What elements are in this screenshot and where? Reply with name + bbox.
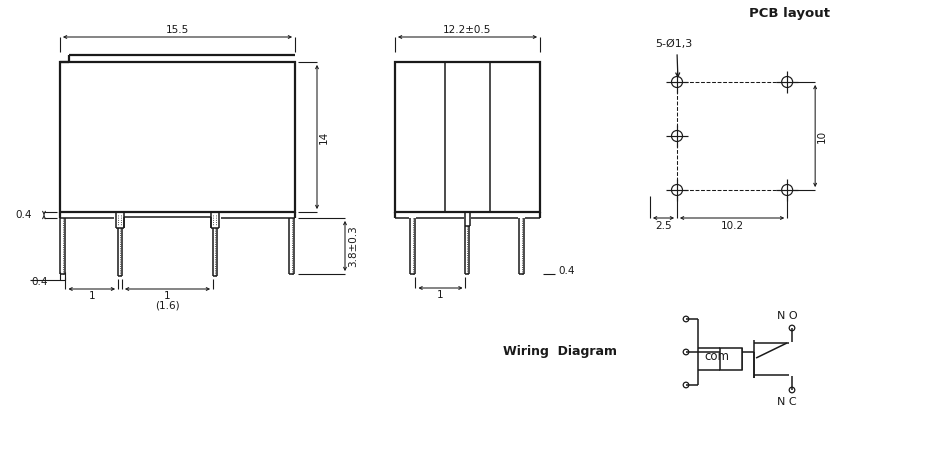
Text: PCB layout: PCB layout xyxy=(750,7,830,21)
Text: 14: 14 xyxy=(319,130,329,144)
Text: N O: N O xyxy=(776,311,797,321)
Text: 0.4: 0.4 xyxy=(558,266,574,276)
Text: 1: 1 xyxy=(437,290,444,300)
Text: 0.4: 0.4 xyxy=(31,277,48,287)
Text: 1: 1 xyxy=(164,291,171,301)
Text: com: com xyxy=(704,351,729,363)
Text: Wiring  Diagram: Wiring Diagram xyxy=(503,346,617,359)
Bar xyxy=(720,348,742,370)
Text: 2.5: 2.5 xyxy=(655,221,672,231)
Text: 5-Ø1,3: 5-Ø1,3 xyxy=(655,39,692,49)
Text: N C: N C xyxy=(777,397,797,407)
Text: 10: 10 xyxy=(817,129,828,142)
Text: (1.6): (1.6) xyxy=(156,300,179,310)
Text: 12.2±0.5: 12.2±0.5 xyxy=(443,25,492,35)
Bar xyxy=(60,62,295,212)
Bar xyxy=(395,62,540,212)
Text: 15.5: 15.5 xyxy=(166,25,189,35)
Text: 10.2: 10.2 xyxy=(720,221,744,231)
Text: 3.8±0.3: 3.8±0.3 xyxy=(348,225,358,267)
Text: 1: 1 xyxy=(88,291,95,301)
Text: 0.4: 0.4 xyxy=(15,210,32,220)
